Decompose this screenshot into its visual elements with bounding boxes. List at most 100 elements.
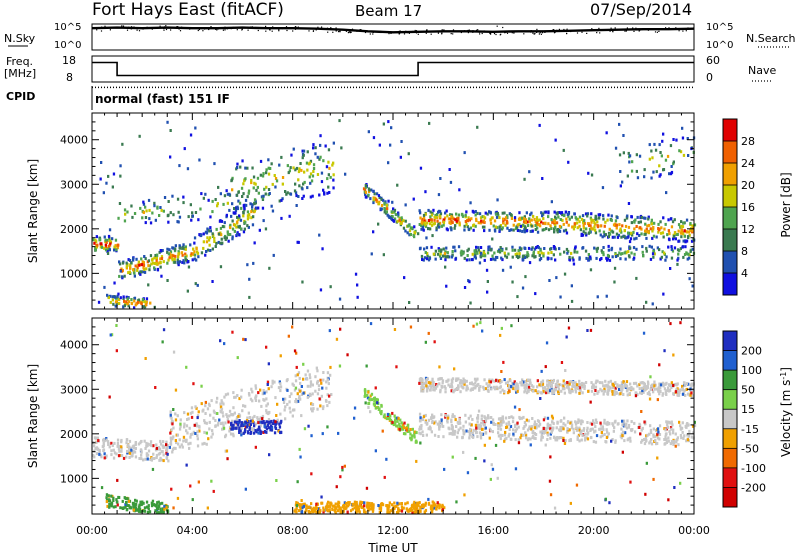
velocity-cell (366, 501, 369, 505)
power-cell (243, 203, 246, 207)
power-cell (498, 216, 501, 220)
power-cell (418, 209, 421, 213)
power-cell (168, 248, 171, 252)
velocity-cell (433, 388, 436, 392)
power-cell (424, 224, 428, 228)
velocity-cell (247, 411, 250, 415)
power-cell (205, 250, 208, 253)
velocity-cell (132, 444, 135, 448)
velocity-cell (428, 425, 431, 429)
velocity-cell (423, 510, 426, 514)
velocity-cell (470, 387, 473, 391)
velocity-cell (443, 467, 446, 471)
velocity-cell (115, 498, 118, 502)
velocity-cell (291, 325, 294, 329)
power-cell (516, 223, 520, 227)
power-cell (605, 294, 608, 298)
velocity-cell (407, 426, 410, 430)
nsearch-point (215, 28, 217, 30)
power-cell (466, 254, 469, 257)
power-cell (529, 229, 532, 233)
power-cell (451, 253, 454, 257)
velocity-cell (298, 389, 302, 393)
power-cell (547, 228, 551, 232)
velocity-cell (169, 436, 172, 440)
velocity-cell (480, 432, 483, 436)
velocity-cell (238, 429, 241, 433)
velocity-cell (640, 428, 643, 432)
power-cell (648, 157, 651, 161)
power-cell (667, 218, 670, 222)
velocity-cell (525, 436, 528, 440)
power-cell (628, 160, 631, 164)
velocity-cell (490, 416, 493, 419)
power-cell (555, 228, 558, 232)
power-cell (551, 220, 554, 224)
power-cell (143, 255, 146, 258)
nsearch-point (369, 33, 371, 35)
power-cell (651, 252, 655, 256)
velocity-cell (603, 418, 606, 422)
velocity-cell (665, 420, 668, 424)
velocity-cell (248, 393, 251, 397)
velocity-cell (537, 390, 540, 394)
velocity-cell (158, 511, 161, 515)
power-cell (399, 155, 402, 159)
nsearch-point (337, 31, 340, 33)
velocity-cell (466, 471, 470, 475)
nsearch-point (321, 26, 323, 28)
power-cell (145, 209, 148, 213)
power-cell (562, 229, 566, 233)
power-cell (122, 297, 125, 300)
power-cell (436, 252, 440, 256)
power-cell (166, 247, 169, 251)
velocity-cell (684, 383, 687, 387)
power-cell (135, 257, 138, 261)
velocity-cell (508, 422, 511, 426)
power-cell (290, 153, 293, 157)
power-cell (144, 303, 147, 307)
power-cell (268, 266, 271, 270)
power-cell (256, 176, 260, 180)
power-cell (667, 229, 670, 233)
velocity-cell (603, 421, 606, 425)
velocity-cell (585, 436, 588, 440)
nsearch-point (175, 27, 178, 29)
power-cell (628, 240, 632, 244)
power-cell (116, 245, 119, 249)
velocity-cell (394, 417, 397, 420)
velocity-cell (556, 436, 559, 439)
velocity-cell (564, 439, 567, 443)
power-cell (504, 216, 508, 220)
velocity-cell (228, 409, 232, 413)
power-cell (197, 218, 200, 222)
power-cell (645, 227, 648, 231)
power-cell (211, 199, 214, 203)
velocity-cell (606, 385, 609, 389)
power-cell (515, 254, 518, 258)
velocity-cell (169, 410, 172, 414)
power-cell (450, 213, 453, 217)
power-cell (206, 236, 209, 240)
nsearch-point (476, 29, 478, 31)
nsearch-point (156, 27, 158, 29)
velocity-cell (254, 384, 257, 388)
power-cell (602, 253, 605, 257)
velocity-cell (219, 339, 222, 343)
power-cell (506, 216, 509, 219)
velocity-cell (681, 392, 685, 396)
power-cell (302, 153, 305, 157)
power-cell (511, 280, 514, 284)
velocity-cell (328, 504, 331, 508)
power-cell (397, 212, 400, 216)
velocity-cell (118, 444, 121, 448)
velocity-cell (255, 430, 258, 434)
velocity-cell (351, 507, 354, 511)
velocity-cell (515, 385, 518, 389)
velocity-cell (625, 389, 629, 393)
power-cell (644, 222, 647, 226)
velocity-cell (189, 435, 192, 439)
power-cell (329, 285, 332, 289)
power-cell (292, 166, 295, 170)
power-cell (463, 228, 466, 232)
